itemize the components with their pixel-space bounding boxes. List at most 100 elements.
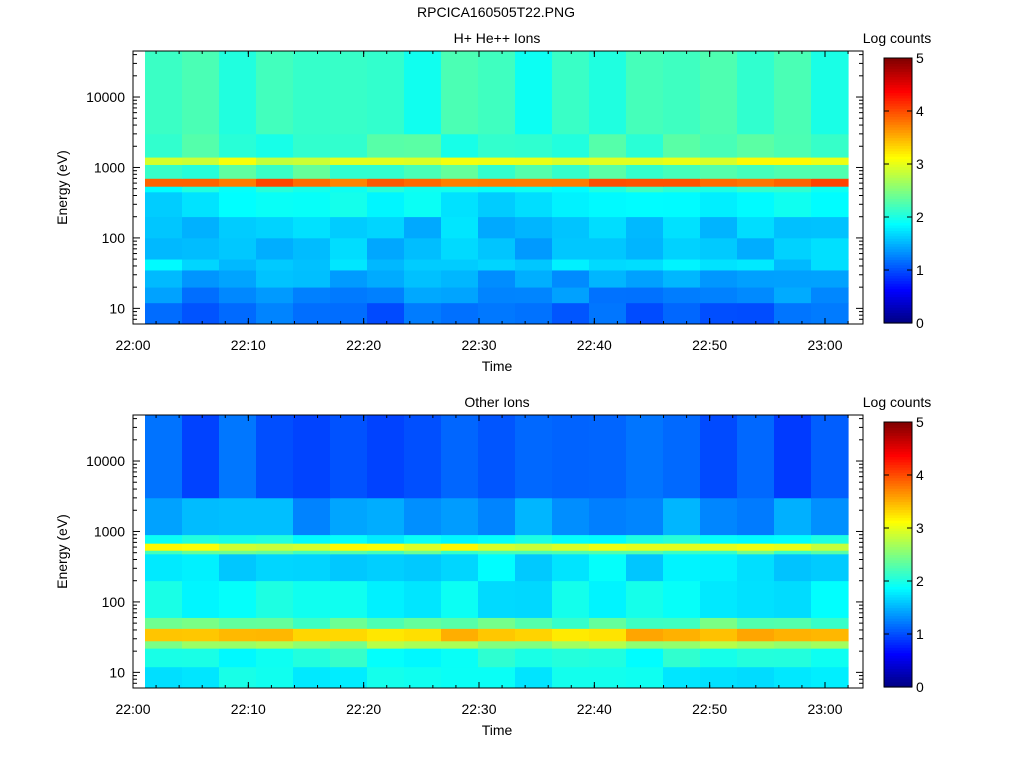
colorbar-step bbox=[884, 475, 912, 479]
panel-h-he-ions: H+ He++ Ions 22:00 22:10 22:20 22:30 22:40 22:… bbox=[54, 30, 931, 374]
heatmap-cell bbox=[145, 191, 183, 218]
heatmap-cell bbox=[330, 216, 368, 239]
heatmap-cell bbox=[441, 270, 479, 288]
heatmap-cell bbox=[256, 534, 294, 544]
colorbar-step bbox=[884, 578, 912, 582]
heatmap-cell bbox=[293, 617, 331, 629]
heatmap-cell bbox=[367, 648, 405, 668]
x-tick-label: 22:30 bbox=[461, 701, 496, 717]
heatmap-cell bbox=[589, 580, 627, 618]
heatmap-cell bbox=[182, 216, 220, 239]
heatmap-cell bbox=[515, 553, 553, 582]
heatmap-cell bbox=[478, 648, 516, 668]
heatmap-cell bbox=[552, 216, 590, 239]
heatmap-cell bbox=[404, 237, 442, 260]
colorbar-step bbox=[884, 445, 912, 450]
heatmap-cell bbox=[515, 178, 553, 187]
heatmap-cell bbox=[515, 617, 553, 629]
heatmap-cell bbox=[811, 534, 849, 544]
colorbar-step bbox=[884, 201, 912, 205]
colorbar-step bbox=[884, 68, 912, 72]
colorbar-step bbox=[884, 95, 912, 99]
heatmap-cell bbox=[700, 497, 738, 536]
heatmap-cell bbox=[182, 164, 220, 179]
heatmap-cell bbox=[293, 191, 331, 218]
heatmap-cell bbox=[256, 648, 294, 668]
heatmap-cell bbox=[182, 287, 220, 304]
heatmap-cell bbox=[478, 666, 516, 689]
heatmap-cell bbox=[589, 237, 627, 260]
heatmap-cell bbox=[663, 302, 701, 325]
heatmap-cell bbox=[774, 164, 812, 179]
colorbar-step bbox=[884, 296, 912, 300]
heatmap-cell bbox=[404, 534, 442, 544]
colorbar-step bbox=[884, 512, 912, 516]
colorbar-step bbox=[884, 71, 912, 75]
colorbar-step bbox=[884, 301, 912, 306]
heatmap-cell bbox=[478, 617, 516, 629]
heatmap-cell bbox=[219, 51, 257, 135]
colorbar-step bbox=[884, 559, 912, 564]
heatmap-cell bbox=[774, 191, 812, 218]
heatmap-cell bbox=[256, 666, 294, 689]
colorbar-step bbox=[884, 129, 912, 133]
heatmap-cell bbox=[367, 157, 405, 165]
heatmap-cell bbox=[145, 51, 183, 135]
heatmap-cell bbox=[515, 666, 553, 689]
colorbar-step bbox=[884, 618, 912, 622]
heatmap-cell bbox=[404, 302, 442, 325]
heatmap-cell bbox=[700, 415, 738, 499]
heatmap-cell bbox=[404, 157, 442, 165]
colorbar-step bbox=[884, 140, 912, 144]
heatmap-cell bbox=[663, 543, 701, 551]
heatmap-cell bbox=[552, 186, 590, 193]
x-tick-label: 22:40 bbox=[577, 337, 612, 353]
colorbar-step bbox=[884, 634, 912, 638]
colorbar-step bbox=[884, 562, 912, 566]
colorbar-step bbox=[884, 277, 912, 282]
heatmap-cell bbox=[589, 287, 627, 304]
heatmap-cell bbox=[811, 580, 849, 618]
colorbar-step bbox=[884, 429, 912, 434]
heatmap-cell bbox=[145, 178, 183, 187]
heatmap-cell bbox=[404, 186, 442, 193]
colorbar-step bbox=[884, 288, 912, 292]
heatmap-cell bbox=[367, 259, 405, 271]
colorbar-step bbox=[884, 665, 912, 670]
x-tick-label: 22:50 bbox=[692, 701, 727, 717]
heatmap-cell bbox=[182, 550, 220, 555]
colorbar-tick-label: 5 bbox=[916, 414, 924, 430]
colorbar-step bbox=[884, 535, 912, 540]
colorbar-step bbox=[884, 644, 912, 648]
heatmap-cell bbox=[367, 497, 405, 536]
heatmap-cell bbox=[626, 237, 664, 260]
heatmap-cell bbox=[552, 178, 590, 187]
heatmap-cell bbox=[367, 51, 405, 135]
colorbar-step bbox=[884, 456, 912, 460]
heatmap-cell bbox=[145, 543, 183, 551]
heatmap-cell bbox=[219, 287, 257, 304]
heatmap-cell bbox=[404, 617, 442, 629]
heatmap-cell bbox=[737, 553, 775, 582]
panel-title: Other Ions bbox=[464, 394, 529, 410]
heatmap-cell bbox=[441, 51, 479, 135]
colorbar-step bbox=[884, 73, 912, 78]
x-tick-label: 22:40 bbox=[577, 701, 612, 717]
heatmap-cell bbox=[589, 270, 627, 288]
x-tick-label: 22:00 bbox=[115, 701, 150, 717]
heatmap-cell bbox=[330, 164, 368, 179]
heatmap-cell bbox=[515, 191, 553, 218]
heatmap-cell bbox=[700, 666, 738, 689]
colorbar-step bbox=[884, 520, 912, 524]
heatmap-cell bbox=[219, 133, 257, 158]
colorbar-step bbox=[884, 482, 912, 487]
colorbar-step bbox=[884, 427, 912, 431]
colorbar-step bbox=[884, 541, 912, 545]
heatmap-cell bbox=[700, 580, 738, 618]
heatmap-cell bbox=[441, 415, 479, 499]
heatmap-cell bbox=[441, 164, 479, 179]
heatmap-cell bbox=[774, 648, 812, 668]
heatmap-cell bbox=[737, 216, 775, 239]
heatmap-cell bbox=[441, 259, 479, 271]
heatmap-cell bbox=[145, 553, 183, 582]
